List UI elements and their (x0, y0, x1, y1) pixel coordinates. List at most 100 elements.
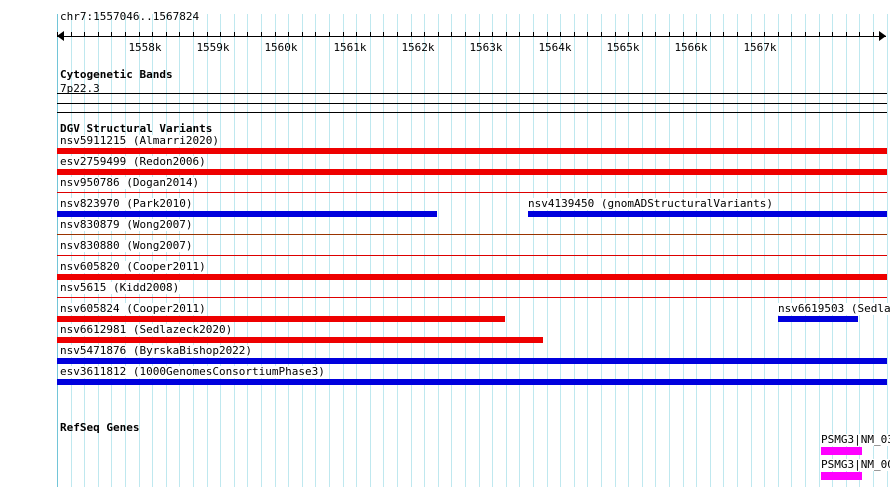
variant-feature-bar[interactable] (57, 169, 887, 175)
ruler-label: 1560k (264, 41, 298, 54)
gene-label[interactable]: PSMG3|NM_00 (821, 459, 890, 471)
ruler-axis-line (57, 36, 886, 37)
gridline-minor (207, 14, 208, 487)
gridline-minor (642, 14, 643, 487)
ruler-tick-minor (791, 32, 792, 37)
variant-track-label[interactable]: nsv6612981 (Sedlazeck2020) (60, 323, 234, 336)
ruler-tick-minor (846, 32, 847, 37)
ruler-tick-minor (859, 32, 860, 37)
ruler-tick-minor (111, 32, 112, 37)
variant-feature-bar[interactable] (57, 379, 887, 385)
variant-track-label[interactable]: nsv605824 (Cooper2011) (60, 302, 207, 315)
gridline-minor (832, 14, 833, 487)
ruler-tick-minor (696, 32, 697, 37)
variant-feature-bar[interactable] (57, 316, 505, 322)
variant-track-label[interactable]: esv3611812 (1000GenomesConsortiumPhase3) (60, 365, 326, 378)
gridline-minor (424, 14, 425, 487)
variant-feature-bar[interactable] (57, 192, 887, 193)
variant-track-label[interactable]: nsv605820 (Cooper2011) (60, 260, 207, 273)
gridline-minor (655, 14, 656, 487)
variant-feature-bar[interactable] (57, 337, 543, 343)
variant-feature-bar[interactable] (57, 297, 887, 298)
ruler-tick-minor (329, 32, 330, 37)
gridline-minor (574, 14, 575, 487)
gridline-minor (873, 14, 874, 487)
gridline-minor (696, 14, 697, 487)
ruler-label: 1563k (469, 41, 503, 54)
gridline-minor (438, 14, 439, 487)
variant-track-label[interactable]: nsv5615 (Kidd2008) (60, 281, 181, 294)
ruler-tick-minor (519, 32, 520, 37)
ruler-tick-minor (451, 32, 452, 37)
ruler-label: 1562k (401, 41, 435, 54)
gene-feature-bar[interactable] (821, 447, 862, 455)
ruler-label: 1565k (606, 41, 640, 54)
gridline-minor (302, 14, 303, 487)
variant-feature-bar[interactable] (57, 211, 437, 217)
variant-track-label[interactable]: nsv823970 (Park2010) (60, 197, 194, 210)
ruler-tick-minor (424, 32, 425, 37)
arrow-left-icon (57, 31, 64, 41)
section-divider (57, 93, 887, 94)
variant-feature-bar[interactable] (528, 211, 887, 217)
variant-feature-bar[interactable] (778, 316, 858, 322)
ruler-tick-minor (438, 32, 439, 37)
coordinate-ruler[interactable]: 1558k 1559k 1560k 1561k 1562k 1563k 1564k 1565k… (57, 30, 886, 54)
gridline-minor (547, 14, 548, 487)
gene-label[interactable]: PSMG3|NM_03 (821, 434, 890, 446)
variant-track-label[interactable]: nsv5471876 (ByrskaBishop2022) (60, 344, 254, 357)
ruler-tick-minor (737, 32, 738, 37)
gridline-minor (356, 14, 357, 487)
variant-track-label[interactable]: nsv4139450 (gnomADStructuralVariants) (528, 197, 775, 210)
ruler-label: 1567k (743, 41, 777, 54)
ruler-tick-minor (642, 32, 643, 37)
variant-track-label[interactable]: nsv830879 (Wong2007) (60, 218, 194, 231)
variant-feature-bar[interactable] (57, 148, 887, 154)
gridline-minor (492, 14, 493, 487)
ruler-tick-minor (506, 32, 507, 37)
ruler-tick-minor (84, 32, 85, 37)
ruler-tick-minor (193, 32, 194, 37)
ruler-tick-minor (492, 32, 493, 37)
ruler-tick-minor (152, 32, 153, 37)
ruler-tick-minor (805, 32, 806, 37)
gridline-minor (710, 14, 711, 487)
gridline-minor (288, 14, 289, 487)
gridline-minor (819, 14, 820, 487)
ruler-tick-minor (615, 32, 616, 37)
gridline-minor (220, 14, 221, 487)
ruler-tick-minor (397, 32, 398, 37)
gridline-minor (601, 14, 602, 487)
ruler-tick-minor (166, 32, 167, 37)
variant-track-label[interactable]: nsv5911215 (Almarri2020) (60, 134, 220, 147)
variant-track-label[interactable]: esv2759499 (Redon2006) (60, 155, 207, 168)
gridline-minor (506, 14, 507, 487)
ruler-tick-minor (655, 32, 656, 37)
ruler-tick-minor (343, 32, 344, 37)
ruler-label: 1561k (333, 41, 367, 54)
variant-feature-bar[interactable] (57, 274, 887, 280)
gridline-minor (778, 14, 779, 487)
gridline-minor (329, 14, 330, 487)
ruler-tick-minor (723, 32, 724, 37)
ruler-tick-minor (601, 32, 602, 37)
variant-feature-bar[interactable] (57, 234, 887, 235)
variant-track-label[interactable]: nsv6619503 (Sedlaz (778, 303, 890, 315)
variant-track-label[interactable]: nsv830880 (Wong2007) (60, 239, 194, 252)
gridline-minor (669, 14, 670, 487)
variant-feature-bar[interactable] (57, 255, 887, 256)
gridline-minor (683, 14, 684, 487)
section-title-cytogenetic-bands: Cytogenetic Bands (60, 68, 173, 81)
ruler-tick-minor (465, 32, 466, 37)
ruler-tick-minor (302, 32, 303, 37)
ruler-tick-minor (560, 32, 561, 37)
ruler-tick-minor (247, 32, 248, 37)
ruler-label: 1559k (196, 41, 230, 54)
ruler-tick-minor (710, 32, 711, 37)
variant-track-label[interactable]: nsv950786 (Dogan2014) (60, 176, 201, 189)
ruler-tick-minor (356, 32, 357, 37)
gridline-minor (805, 14, 806, 487)
gridline-minor (479, 14, 480, 487)
gene-feature-bar[interactable] (821, 472, 862, 480)
variant-feature-bar[interactable] (57, 358, 887, 364)
